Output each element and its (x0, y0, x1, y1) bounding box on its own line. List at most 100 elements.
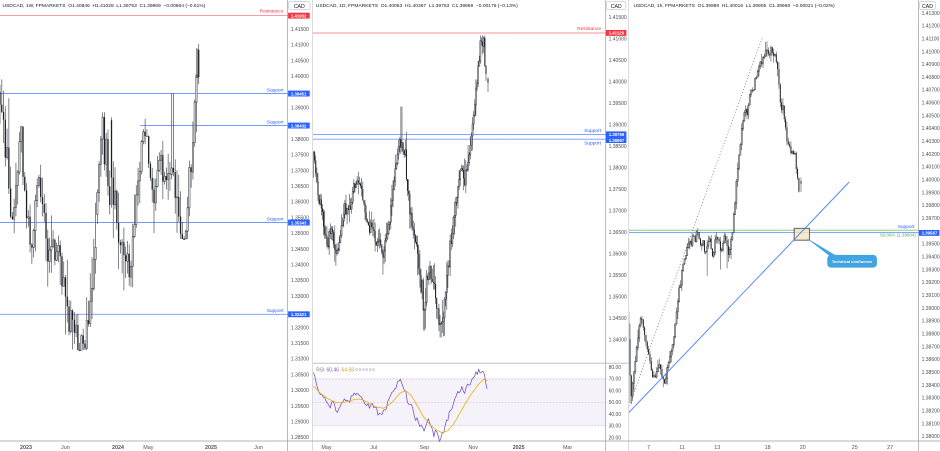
svg-text:1.40600: 1.40600 (922, 101, 940, 107)
svg-text:60.46: 60.46 (327, 367, 340, 373)
svg-text:1.41100: 1.41100 (922, 36, 940, 42)
svg-text:1.38600: 1.38600 (922, 357, 940, 363)
svg-text:1.39800: 1.39800 (922, 203, 940, 209)
svg-text:1.39500: 1.39500 (609, 101, 627, 107)
svg-text:1.40500: 1.40500 (922, 113, 940, 119)
svg-text:1.40400: 1.40400 (922, 126, 940, 132)
svg-text:1.32000: 1.32000 (291, 325, 309, 331)
svg-text:1.38700: 1.38700 (922, 344, 940, 350)
svg-text:1.41000: 1.41000 (291, 43, 309, 49)
svg-text:1.40500: 1.40500 (291, 58, 309, 64)
svg-text:1.35500: 1.35500 (609, 273, 627, 279)
svg-text:1.28500: 1.28500 (291, 435, 309, 441)
svg-text:70.00: 70.00 (609, 377, 622, 383)
svg-text:1.37500: 1.37500 (291, 153, 309, 159)
svg-text:1.34000: 1.34000 (609, 337, 627, 343)
svg-text:1.34000: 1.34000 (291, 263, 309, 269)
svg-text:25: 25 (852, 445, 858, 451)
svg-text:11: 11 (679, 445, 685, 451)
svg-text:USDCAD, 1W, FPMARKETS O1.4084: USDCAD, 1W, FPMARKETS O1.40846 H1.41028 … (3, 3, 206, 9)
svg-text:May: May (143, 445, 153, 451)
svg-text:40.00: 40.00 (609, 412, 622, 418)
svg-text:1.39400: 1.39400 (922, 255, 940, 261)
svg-text:1.39200: 1.39200 (922, 280, 940, 286)
svg-text:Sep: Sep (420, 445, 430, 451)
svg-text:1.30000: 1.30000 (291, 388, 309, 394)
svg-text:Support: Support (584, 140, 601, 146)
svg-text:20: 20 (800, 445, 806, 451)
svg-text:1.38432: 1.38432 (291, 123, 307, 128)
svg-text:May: May (321, 445, 331, 451)
svg-text:1.36000: 1.36000 (609, 251, 627, 257)
svg-text:1.38900: 1.38900 (922, 319, 940, 325)
svg-text:1.39900: 1.39900 (922, 190, 940, 196)
svg-text:1.38657: 1.38657 (609, 138, 625, 143)
svg-text:2025: 2025 (205, 445, 217, 451)
svg-text:USDCAD, 1h, FPMARKETS O1.3998: USDCAD, 1h, FPMARKETS O1.39989 H1.40016 … (634, 3, 836, 9)
svg-text:1.38400: 1.38400 (922, 383, 940, 389)
svg-text:1.37500: 1.37500 (609, 187, 627, 193)
svg-text:Support: Support (267, 119, 284, 125)
svg-text:1.36500: 1.36500 (291, 184, 309, 190)
svg-text:1.38100: 1.38100 (922, 421, 940, 427)
svg-text:1.41300: 1.41300 (922, 11, 940, 17)
svg-text:27: 27 (887, 445, 893, 451)
svg-text:2023: 2023 (20, 445, 32, 451)
svg-text:1.40000: 1.40000 (291, 74, 309, 80)
svg-text:1.35343: 1.35343 (291, 220, 307, 225)
svg-text:1.34500: 1.34500 (291, 247, 309, 253)
svg-text:1.39300: 1.39300 (922, 267, 940, 273)
svg-text:1.37000: 1.37000 (291, 168, 309, 174)
svg-text:64.58: 64.58 (342, 367, 355, 373)
svg-text:1.40100: 1.40100 (922, 165, 940, 171)
svg-text:1.40900: 1.40900 (922, 62, 940, 68)
svg-text:Support: Support (267, 308, 284, 314)
svg-text:Technical confluence: Technical confluence (832, 259, 873, 264)
svg-text:1.40000: 1.40000 (922, 178, 940, 184)
svg-text:2025: 2025 (513, 445, 525, 451)
svg-text:1.39500: 1.39500 (922, 242, 940, 248)
svg-text:1.38500: 1.38500 (922, 370, 940, 376)
svg-text:1.33500: 1.33500 (291, 278, 309, 284)
svg-text:Nov: Nov (468, 445, 478, 451)
svg-text:Jun: Jun (254, 445, 263, 451)
svg-text:1.39000: 1.39000 (922, 306, 940, 312)
svg-text:1.29500: 1.29500 (291, 404, 309, 410)
svg-text:2024: 2024 (112, 445, 124, 451)
svg-text:1.41129: 1.41129 (609, 31, 625, 36)
svg-text:1.40000: 1.40000 (609, 79, 627, 85)
svg-text:RSI: RSI (316, 367, 324, 373)
svg-text:Support: Support (898, 224, 915, 230)
svg-text:1.34500: 1.34500 (609, 316, 627, 322)
svg-text:1.40300: 1.40300 (922, 139, 940, 145)
svg-text:1.39100: 1.39100 (922, 293, 940, 299)
svg-text:1.40200: 1.40200 (922, 152, 940, 158)
svg-text:1.40700: 1.40700 (922, 88, 940, 94)
svg-text:18: 18 (765, 445, 771, 451)
svg-text:30.00: 30.00 (609, 424, 622, 430)
svg-text:Jun: Jun (61, 445, 70, 451)
svg-text:CAD: CAD (611, 4, 622, 10)
svg-text:Support: Support (584, 128, 601, 134)
svg-text:CAD: CAD (294, 4, 305, 10)
svg-text:Jul: Jul (370, 445, 377, 451)
svg-text:1.38000: 1.38000 (291, 137, 309, 143)
svg-text:1.31500: 1.31500 (291, 341, 309, 347)
svg-text:1.33000: 1.33000 (291, 294, 309, 300)
svg-text:1.39451: 1.39451 (291, 91, 307, 96)
svg-text:1.38800: 1.38800 (922, 331, 940, 337)
svg-text:20.00: 20.00 (609, 435, 622, 441)
svg-text:Support: Support (267, 87, 284, 93)
svg-text:1.41000: 1.41000 (609, 36, 627, 42)
svg-text:1.39000: 1.39000 (291, 106, 309, 112)
svg-text:50.00: 50.00 (609, 400, 622, 406)
svg-text:1.36000: 1.36000 (291, 200, 309, 206)
svg-text:1.40800: 1.40800 (922, 75, 940, 81)
svg-text:1.32421: 1.32421 (291, 312, 307, 317)
svg-text:1.41500: 1.41500 (291, 27, 309, 33)
svg-text:1.38000: 1.38000 (609, 165, 627, 171)
svg-text:Mar: Mar (563, 445, 572, 451)
svg-text:1.41000: 1.41000 (922, 49, 940, 55)
svg-text:1.35000: 1.35000 (291, 231, 309, 237)
svg-text:1.39587: 1.39587 (922, 231, 938, 236)
